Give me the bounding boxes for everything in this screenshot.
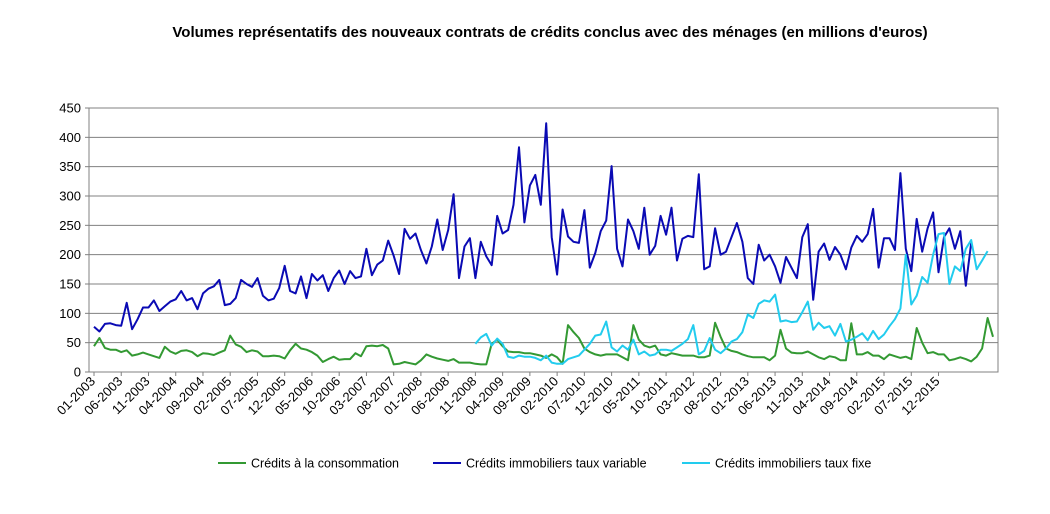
y-tick-label: 100 [59, 306, 81, 321]
legend-label-1: Crédits à la consommation [251, 457, 399, 471]
y-tick-label: 350 [59, 159, 81, 174]
y-tick-label: 250 [59, 218, 81, 233]
y-tick-label: 50 [67, 335, 81, 350]
y-tick-label: 200 [59, 247, 81, 262]
series-line-2 [93, 122, 973, 333]
y-tick-label: 400 [59, 130, 81, 145]
y-tick-label: 300 [59, 189, 81, 204]
y-tick-label: 150 [59, 277, 81, 292]
series-line-3 [474, 232, 989, 365]
legend-label-2: Crédits immobiliers taux variable [466, 457, 647, 471]
y-tick-label: 450 [59, 101, 81, 116]
y-tick-label: 0 [74, 365, 81, 380]
legend-label-3: Crédits immobiliers taux fixe [715, 457, 871, 471]
plot-area [88, 107, 999, 373]
chart-title: Volumes représentatifs des nouveaux cont… [172, 24, 928, 41]
